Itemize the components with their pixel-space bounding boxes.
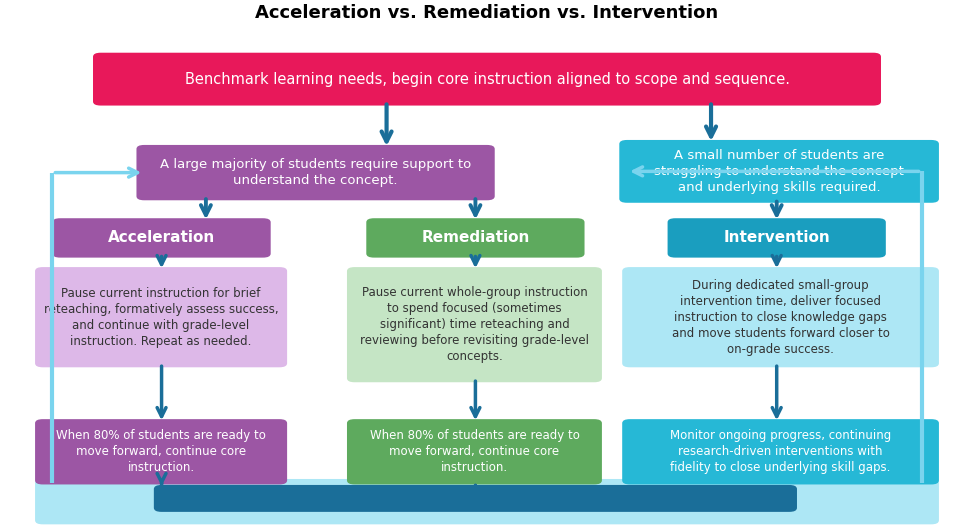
Text: A small number of students are
struggling to understand the concept
and underlyi: A small number of students are strugglin…	[655, 149, 904, 194]
Title: Acceleration vs. Remediation vs. Intervention: Acceleration vs. Remediation vs. Interve…	[255, 4, 719, 22]
Text: When 80% of students are ready to
move forward, continue core
instruction.: When 80% of students are ready to move f…	[56, 429, 266, 475]
Text: Remediation: Remediation	[421, 230, 530, 245]
Text: A large majority of students require support to
understand the concept.: A large majority of students require sup…	[160, 158, 471, 187]
Text: During dedicated small-group
intervention time, deliver focused
instruction to c: During dedicated small-group interventio…	[672, 279, 889, 356]
FancyBboxPatch shape	[667, 218, 885, 257]
FancyBboxPatch shape	[136, 145, 495, 200]
FancyBboxPatch shape	[93, 53, 881, 105]
Text: Pause current instruction for brief
reteaching, formatively assess success,
and : Pause current instruction for brief rete…	[44, 287, 279, 348]
Text: Pause current whole-group instruction
to spend focused (sometimes
significant) t: Pause current whole-group instruction to…	[360, 286, 589, 363]
FancyBboxPatch shape	[35, 419, 287, 485]
FancyBboxPatch shape	[53, 218, 271, 257]
FancyBboxPatch shape	[35, 267, 287, 367]
Text: Benchmark learning needs, begin core instruction aligned to scope and sequence.: Benchmark learning needs, begin core ins…	[184, 72, 790, 87]
Text: Intervention: Intervention	[724, 230, 830, 245]
FancyBboxPatch shape	[347, 419, 602, 485]
FancyBboxPatch shape	[622, 267, 939, 367]
Text: Acceleration: Acceleration	[108, 230, 215, 245]
FancyBboxPatch shape	[622, 419, 939, 485]
FancyBboxPatch shape	[35, 479, 939, 525]
FancyBboxPatch shape	[347, 267, 602, 383]
FancyBboxPatch shape	[619, 140, 939, 203]
Text: When 80% of students are ready to
move forward, continue core
instruction.: When 80% of students are ready to move f…	[369, 429, 580, 475]
FancyBboxPatch shape	[154, 485, 797, 512]
FancyBboxPatch shape	[366, 218, 584, 257]
Text: Monitor ongoing progress, continuing
research-driven interventions with
fidelity: Monitor ongoing progress, continuing res…	[670, 429, 891, 475]
